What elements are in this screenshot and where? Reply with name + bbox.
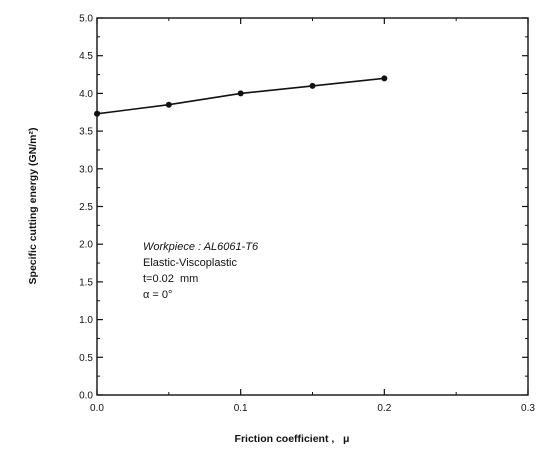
annotation-depth: t=0.02 mm — [143, 273, 198, 285]
plot-frame — [96, 17, 529, 396]
y-tick-label: 3.5 — [79, 127, 93, 138]
x-tick-label: 0.3 — [521, 403, 535, 414]
x-axis: 0.0 0.1 0.2 0.3 — [90, 18, 535, 414]
series-layer — [94, 75, 388, 117]
y-tick-label: 2.0 — [79, 240, 93, 251]
y-tick-label: 3.0 — [79, 164, 93, 175]
data-point — [381, 75, 388, 82]
data-point — [309, 82, 316, 89]
annotation-model: Elastic-Viscoplastic — [143, 257, 237, 269]
annotation-workpiece: Workpiece : AL6061-T6 — [143, 241, 259, 253]
data-point — [165, 101, 172, 108]
y-tick-label: 1.0 — [79, 315, 93, 326]
y-tick-label: 4.5 — [79, 51, 93, 62]
y-axis-title: Specific cutting energy (GN/m²) — [27, 128, 39, 285]
x-tick-label: 0.1 — [234, 403, 248, 414]
x-tick-label: 0.0 — [90, 403, 104, 414]
data-point — [94, 110, 100, 117]
y-tick-label: 0.5 — [79, 353, 93, 364]
y-tick-label: 5.0 — [79, 14, 93, 25]
y-tick-label: 2.5 — [79, 202, 93, 213]
y-axis: 0.0 0.5 1.0 1.5 2.0 2.5 3.0 3.5 4.0 4.5 5.0 — [79, 14, 528, 402]
y-tick-label: 4.0 — [79, 89, 93, 100]
x-axis-title: Friction coefficient , μ — [235, 433, 350, 445]
y-tick-label: 1.5 — [79, 277, 93, 288]
annotation-rake-angle: α = 0° — [143, 289, 172, 301]
data-point — [237, 90, 244, 97]
x-tick-label: 0.2 — [377, 403, 391, 414]
y-tick-label: 0.0 — [79, 391, 93, 402]
